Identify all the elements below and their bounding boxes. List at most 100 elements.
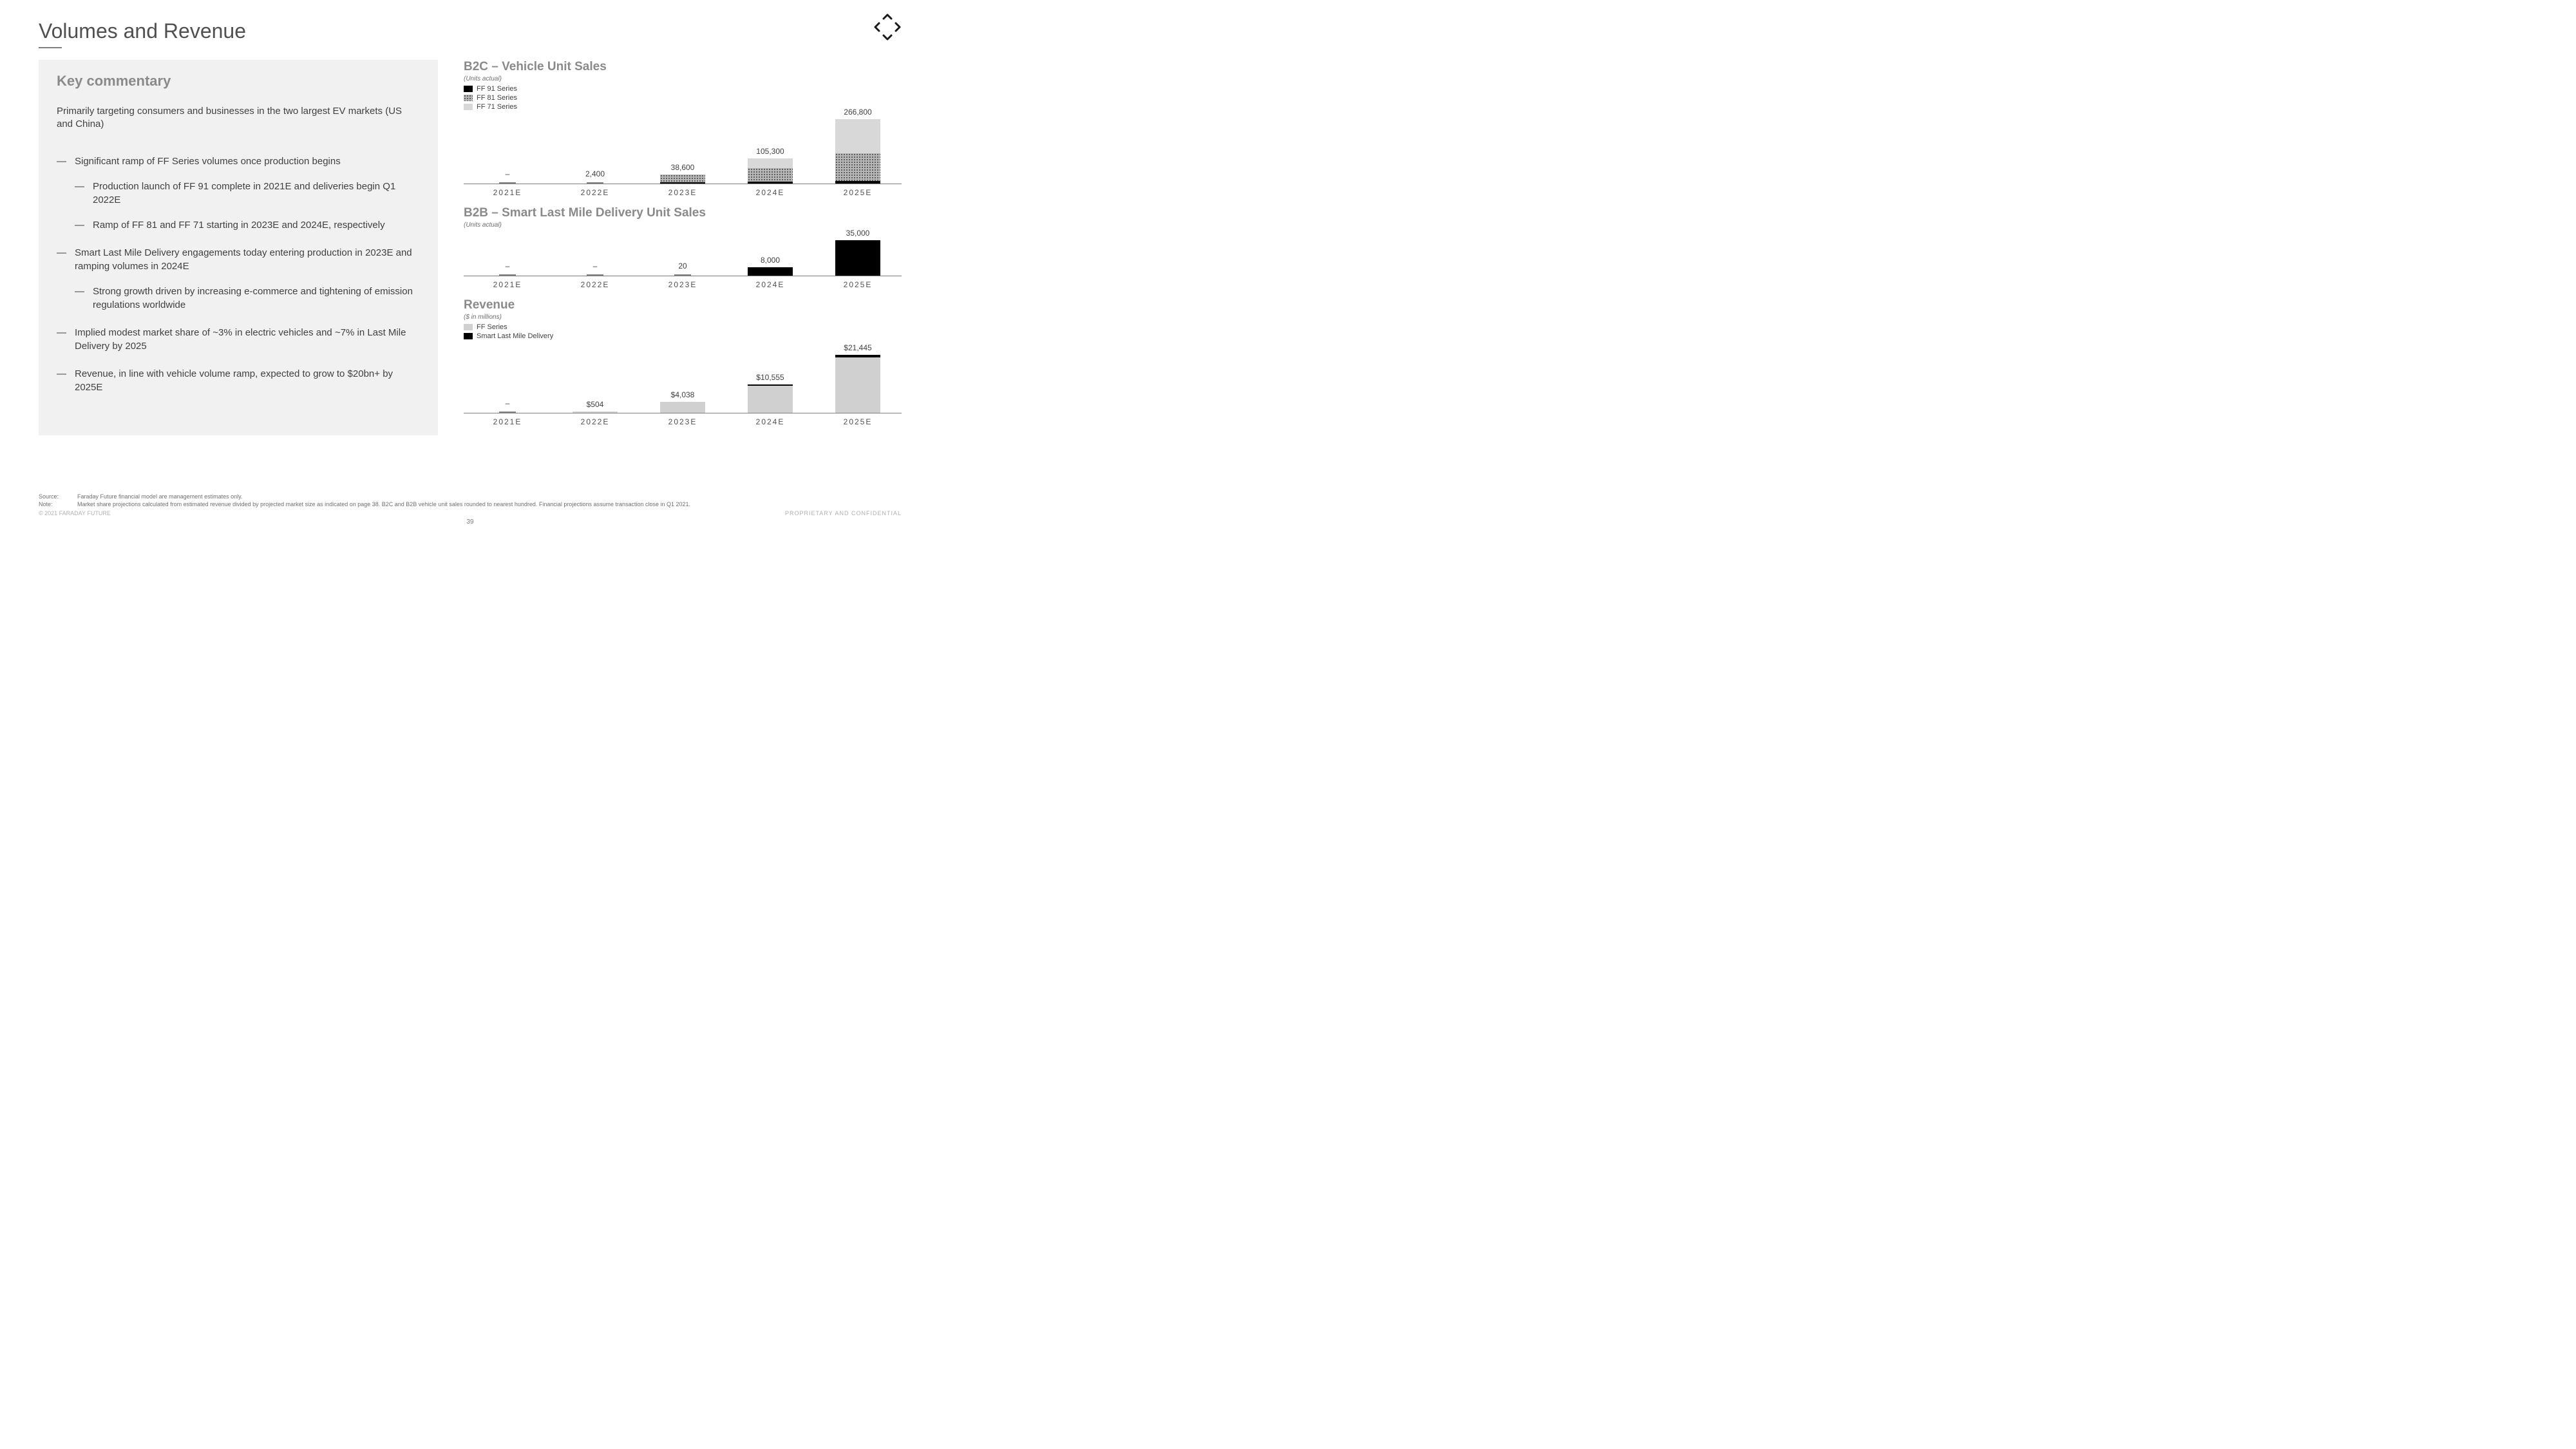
legend-item: FF 81 Series (464, 94, 902, 102)
bar-segment (748, 386, 793, 413)
revenue-plot: –$504 $4,038 $10,555 $21,445 (464, 343, 902, 413)
bullet-item: Implied modest market share of ~3% in el… (57, 326, 420, 353)
axis-label: 2023E (639, 280, 726, 289)
axis-label: 2025E (814, 417, 902, 426)
axis-label: 2024E (726, 417, 814, 426)
dash-placeholder (674, 274, 691, 276)
source-text: Faraday Future financial model are manag… (77, 493, 242, 500)
chart-column: $4,038 (639, 390, 726, 413)
commentary-panel: Key commentary Primarily targeting consu… (39, 60, 438, 435)
legend-label: FF 91 Series (477, 85, 517, 93)
value-label: 8,000 (761, 256, 780, 265)
axis-label: 2023E (639, 188, 726, 197)
b2b-plot: – – 20 8,000 35,000 (464, 231, 902, 276)
legend-label: FF Series (477, 323, 507, 331)
charts-panel: B2C – Vehicle Unit Sales (Units actual) … (464, 60, 902, 435)
note-label: Note: (39, 501, 70, 507)
legend-item: FF 91 Series (464, 85, 902, 93)
axis-label: 2025E (814, 280, 902, 289)
value-label: $10,555 (756, 373, 784, 382)
legend-label: FF 81 Series (477, 94, 517, 102)
value-label: – (506, 169, 510, 178)
b2b-chart: B2B – Smart Last Mile Delivery Unit Sale… (464, 206, 902, 289)
axis-label: 2023E (639, 417, 726, 426)
b2b-subtitle: (Units actual) (464, 222, 902, 229)
chart-column: – (464, 399, 551, 413)
bar-segment (835, 357, 880, 413)
bar-stack (573, 412, 618, 413)
b2c-plot: –2,40038,600105,300266,800 (464, 113, 902, 184)
chart-column: 8,000 (726, 256, 814, 276)
confidential-label: PROPRIETARY AND CONFIDENTIAL (785, 510, 902, 516)
bar-segment (660, 402, 705, 413)
chart-column: $10,555 (726, 373, 814, 413)
commentary-intro: Primarily targeting consumers and busine… (57, 105, 420, 131)
company-logo-icon (873, 13, 902, 44)
value-label: 35,000 (846, 229, 870, 238)
bar-segment (748, 267, 793, 276)
dash-placeholder (587, 274, 603, 276)
axis-label: 2024E (726, 280, 814, 289)
bar-stack (748, 267, 793, 276)
bar-segment (573, 412, 618, 413)
bar-segment (748, 182, 793, 184)
b2b-axis: 2021E2022E2023E2024E2025E (464, 280, 902, 289)
value-label: – (506, 261, 510, 270)
copyright: © 2021 FARADAY FUTURE (39, 510, 902, 516)
dash-placeholder (499, 182, 516, 184)
chart-column: 20 (639, 261, 726, 276)
axis-label: 2022E (551, 417, 639, 426)
b2c-title: B2C – Vehicle Unit Sales (464, 60, 902, 74)
value-label: $4,038 (671, 390, 695, 399)
bullet-item: Revenue, in line with vehicle volume ram… (57, 367, 420, 394)
bar-stack (748, 158, 793, 184)
page-title: Volumes and Revenue (39, 19, 902, 43)
revenue-subtitle: ($ in millions) (464, 314, 902, 321)
note-text: Market share projections calculated from… (77, 501, 690, 507)
b2c-chart: B2C – Vehicle Unit Sales (Units actual) … (464, 60, 902, 197)
legend-item: Smart Last Mile Delivery (464, 332, 902, 340)
bar-stack (748, 384, 793, 413)
page-number: 39 (466, 518, 473, 526)
bar-segment (835, 119, 880, 153)
dash-placeholder (499, 274, 516, 276)
b2c-axis: 2021E2022E2023E2024E2025E (464, 188, 902, 197)
value-label: 266,800 (844, 108, 871, 117)
footer: Source: Faraday Future financial model a… (39, 493, 902, 516)
chart-column: 105,300 (726, 147, 814, 184)
commentary-heading: Key commentary (57, 73, 420, 90)
legend-label: FF 71 Series (477, 103, 517, 111)
chart-column: – (464, 261, 551, 276)
bar-stack (660, 175, 705, 184)
chart-column: 266,800 (814, 108, 902, 184)
b2c-legend: FF 91 SeriesFF 81 SeriesFF 71 Series (464, 85, 902, 111)
bar-segment (660, 182, 705, 184)
source-label: Source: (39, 493, 70, 500)
dash-placeholder (499, 412, 516, 413)
axis-label: 2021E (464, 280, 551, 289)
sub-bullet-item: Production launch of FF 91 complete in 2… (75, 180, 420, 207)
bar-stack (660, 402, 705, 413)
axis-label: 2024E (726, 188, 814, 197)
legend-swatch (464, 333, 473, 339)
bar-stack (835, 355, 880, 413)
bullet-item: Smart Last Mile Delivery engagements tod… (57, 246, 420, 312)
dash-placeholder (587, 182, 603, 184)
legend-item: FF Series (464, 323, 902, 331)
revenue-legend: FF SeriesSmart Last Mile Delivery (464, 323, 902, 340)
chart-column: – (464, 169, 551, 184)
sub-bullet-item: Strong growth driven by increasing e-com… (75, 285, 420, 312)
axis-label: 2021E (464, 188, 551, 197)
chart-column: – (551, 261, 639, 276)
chart-column: $504 (551, 400, 639, 413)
sub-bullet-item: Ramp of FF 81 and FF 71 starting in 2023… (75, 218, 420, 232)
legend-swatch (464, 324, 473, 330)
bar-segment (835, 153, 880, 181)
legend-swatch (464, 86, 473, 92)
legend-label: Smart Last Mile Delivery (477, 332, 553, 340)
bar-segment (748, 158, 793, 169)
value-label: 38,600 (671, 163, 695, 172)
value-label: – (593, 261, 598, 270)
legend-swatch (464, 104, 473, 110)
chart-column: $21,445 (814, 343, 902, 413)
